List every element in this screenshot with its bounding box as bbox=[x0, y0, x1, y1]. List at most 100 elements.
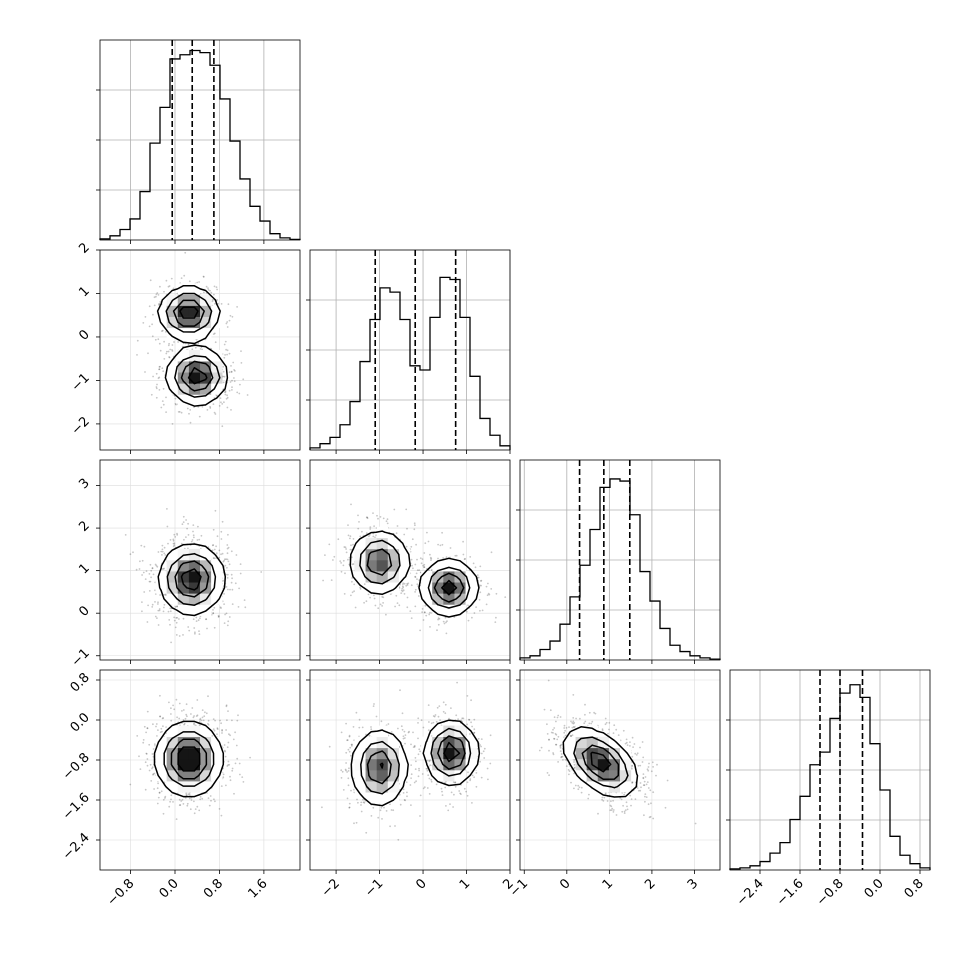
scatter-point bbox=[216, 299, 219, 301]
scatter-point bbox=[237, 606, 240, 608]
scatter-point bbox=[173, 708, 176, 711]
scatter-point bbox=[151, 323, 154, 326]
scatter-point bbox=[636, 787, 639, 789]
scatter-point bbox=[454, 785, 457, 788]
scatter-point bbox=[424, 604, 427, 607]
scatter-point bbox=[238, 392, 241, 395]
scatter-point bbox=[153, 296, 156, 299]
scatter-point bbox=[157, 624, 160, 626]
scatter-point bbox=[182, 803, 185, 805]
density-cell bbox=[188, 593, 201, 605]
scatter-point bbox=[414, 575, 417, 578]
scatter-point bbox=[145, 752, 148, 755]
scatter-point bbox=[448, 717, 450, 720]
scatter-point bbox=[234, 370, 236, 372]
scatter-point bbox=[161, 730, 163, 733]
scatter-point bbox=[481, 609, 484, 612]
density-cell bbox=[166, 725, 179, 737]
density-cell bbox=[387, 747, 400, 760]
scatter-point bbox=[205, 712, 208, 715]
scatter-point bbox=[347, 784, 350, 787]
scatter-point bbox=[487, 778, 489, 781]
scatter-point bbox=[190, 799, 193, 801]
scatter-point bbox=[350, 594, 352, 597]
density-cell bbox=[376, 560, 389, 572]
scatter-point bbox=[170, 794, 173, 797]
scatter-point bbox=[236, 719, 239, 722]
density-cell bbox=[166, 770, 179, 782]
scatter-point bbox=[400, 592, 403, 594]
scatter-point bbox=[348, 734, 351, 737]
scatter-point bbox=[231, 603, 234, 605]
scatter-point bbox=[630, 804, 632, 807]
scatter-point bbox=[353, 583, 356, 586]
scatter-point bbox=[226, 547, 229, 550]
density-cell bbox=[454, 770, 466, 782]
scatter-point bbox=[160, 727, 163, 730]
scatter-point bbox=[164, 795, 167, 798]
contour-line bbox=[166, 552, 217, 606]
scatter-point bbox=[460, 793, 462, 795]
scatter-point bbox=[403, 799, 406, 801]
scatter-point bbox=[161, 367, 164, 370]
scatter-point bbox=[151, 606, 154, 608]
scatter-point bbox=[345, 769, 347, 772]
scatter-point bbox=[246, 394, 249, 396]
scatter-point bbox=[650, 802, 652, 805]
scatter-point bbox=[351, 563, 354, 566]
scatter-point bbox=[346, 771, 348, 773]
scatter-point bbox=[483, 757, 486, 759]
scatter-point bbox=[427, 729, 430, 731]
scatter-point bbox=[469, 733, 471, 735]
scatter-point bbox=[187, 626, 190, 628]
scatter-point bbox=[349, 537, 351, 540]
scatter-point bbox=[442, 710, 445, 713]
histogram-panel-1 bbox=[306, 249, 511, 454]
scatter-point bbox=[410, 764, 412, 766]
scatter-point bbox=[416, 583, 419, 586]
density-cell bbox=[365, 792, 377, 804]
scatter-point bbox=[458, 790, 461, 792]
scatter-point bbox=[423, 611, 426, 614]
scatter-point bbox=[454, 781, 456, 784]
scatter-point bbox=[207, 797, 210, 799]
scatter-point bbox=[170, 277, 173, 280]
scatter-point bbox=[471, 802, 473, 804]
scatter-point bbox=[228, 352, 231, 355]
scatter-point bbox=[473, 612, 476, 614]
scatter-point bbox=[547, 679, 550, 682]
scatter-point bbox=[439, 719, 441, 721]
scatter-point bbox=[399, 803, 402, 806]
scatter-point bbox=[227, 560, 230, 563]
density-cell bbox=[365, 571, 377, 583]
scatter-point bbox=[436, 706, 439, 709]
scatter-point bbox=[406, 791, 408, 794]
scatter-point bbox=[181, 798, 184, 801]
scatter-point bbox=[395, 532, 398, 535]
scatter-point bbox=[155, 295, 157, 298]
density-cell bbox=[188, 758, 201, 771]
scatter-point bbox=[459, 792, 461, 795]
density-cell bbox=[376, 548, 389, 561]
histogram-step bbox=[309, 276, 511, 450]
density-cell bbox=[177, 593, 190, 605]
scatter-point bbox=[158, 342, 161, 345]
scatter-point bbox=[441, 790, 443, 793]
scatter-point bbox=[352, 538, 355, 540]
density-cell bbox=[177, 316, 190, 329]
scatter-point bbox=[343, 593, 346, 595]
scatter-point bbox=[340, 570, 343, 573]
scatter-point bbox=[346, 739, 348, 742]
scatter-point bbox=[240, 362, 243, 364]
density-cell bbox=[432, 571, 444, 583]
density-cell bbox=[376, 526, 389, 539]
scatter-point bbox=[382, 596, 385, 599]
scatter-point bbox=[337, 538, 340, 541]
scatter-point bbox=[396, 602, 399, 604]
scatter-point bbox=[351, 745, 353, 747]
scatter-point bbox=[174, 397, 177, 400]
scatter-point bbox=[172, 538, 175, 541]
scatter-point bbox=[419, 629, 421, 632]
scatter-point bbox=[191, 707, 194, 709]
scatter-point bbox=[227, 741, 230, 744]
